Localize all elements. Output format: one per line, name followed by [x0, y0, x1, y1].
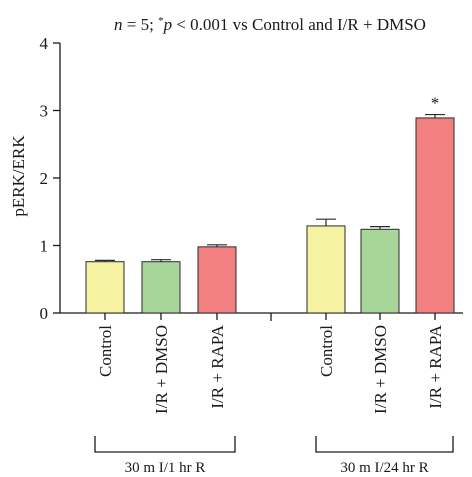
y-tick-label: 1 [40, 237, 49, 256]
x-tick-label: Control [96, 325, 115, 377]
bar [141, 261, 181, 314]
group-label: 30 m I/1 hr R [125, 460, 206, 476]
group-bracket [94, 436, 236, 453]
x-tick-label: Control [317, 325, 336, 377]
y-tick-label: 2 [40, 169, 49, 188]
chart-marks: 0 1 2 3 4 Control I/R + DMSO I/R + RAPA 30 m I/1… [40, 34, 463, 476]
x-tick-label: I/R + RAPA [208, 324, 227, 408]
bar [360, 228, 400, 314]
title-rest: < 0.001 vs Control and I/R + DMSO [172, 15, 426, 34]
bar [197, 246, 237, 314]
significance-marker: * [431, 94, 440, 113]
chart-title: n = 5; *p < 0.001 vs Control and I/R + D… [114, 15, 426, 34]
y-tick-label: 3 [40, 102, 49, 121]
x-tick-label: I/R + DMSO [152, 325, 171, 414]
bar [415, 117, 455, 314]
group-label: 30 m I/24 hr R [340, 460, 428, 476]
title-p-symbol: p [163, 15, 173, 34]
bar [85, 261, 125, 314]
y-tick-label: 4 [40, 34, 49, 53]
bar [306, 225, 346, 314]
y-tick-label: 0 [40, 304, 49, 323]
y-axis-label: pERK/ERK [9, 135, 28, 217]
group-bracket [315, 436, 454, 453]
title-star: * [158, 15, 164, 27]
title-n-symbol: n [114, 15, 123, 34]
title-n-text: = 5; [123, 15, 159, 34]
x-tick-label: I/R + DMSO [371, 325, 390, 414]
x-tick-label: I/R + RAPA [426, 324, 445, 408]
